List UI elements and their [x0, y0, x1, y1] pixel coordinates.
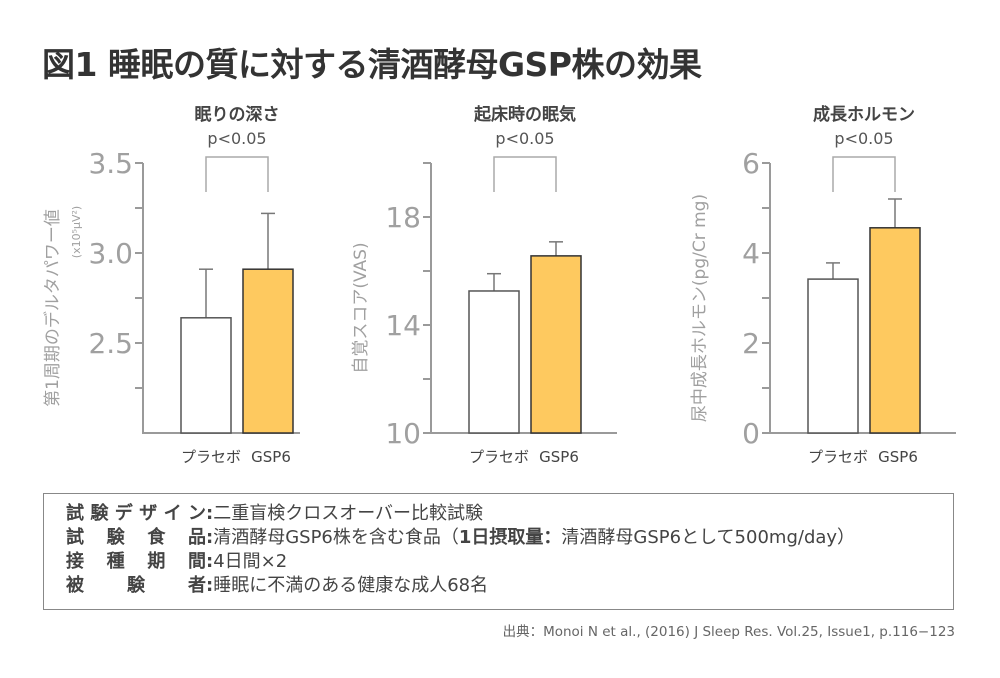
significance-bracket	[493, 156, 557, 192]
significance-bracket	[832, 156, 896, 192]
y-axis-label: 尿中成長ホルモン(pg/Cr mg)	[690, 194, 710, 422]
bar-placebo	[807, 278, 859, 434]
info-label: 接種期間	[66, 551, 206, 572]
chart-title: 成長ホルモン	[813, 104, 915, 125]
info-row-design: 試験デザイン:二重盲検クロスオーバー比較試験	[66, 502, 953, 526]
figure-title: 図1 睡眠の質に対する清酒酵母GSP株の効果	[42, 45, 702, 84]
bar-gsp6	[869, 227, 921, 434]
x-tick-label: GSP6	[539, 448, 579, 466]
significance-bracket	[205, 156, 269, 192]
info-colon: :	[206, 575, 214, 596]
info-label: 被験者	[66, 575, 206, 596]
y-tick-label: 3.5	[88, 147, 133, 180]
significance-label: p<0.05	[207, 129, 266, 148]
info-label: 試験デザイン	[66, 503, 206, 524]
significance-label: p<0.05	[495, 129, 554, 148]
y-tick-label: 6	[742, 147, 760, 180]
charts-area: 2.5 3.0 3.5 プラセボ GSP6 p<0.05 眠りの深さ第1周期のデルタパワー値…	[42, 104, 956, 466]
info-row-subjects: 被験者:睡眠に不満のある健康な成人68名	[66, 574, 953, 598]
x-tick-label: GSP6	[251, 448, 291, 466]
x-tick-label: プラセボ	[181, 448, 241, 466]
x-tick-label: プラセボ	[808, 448, 868, 466]
x-tick-label: プラセボ	[469, 448, 529, 466]
bar-placebo	[180, 317, 232, 434]
y-axis-label: 自覚スコア(VAS)	[351, 242, 371, 373]
info-colon: :	[206, 551, 214, 572]
chart-title: 起床時の眠気	[473, 104, 576, 125]
y-tick-label: 3.0	[88, 237, 133, 270]
bar-placebo	[468, 290, 520, 434]
info-value-bold: 1日摂取量：	[458, 527, 562, 548]
info-value: 4日間×2	[213, 551, 288, 572]
bar-gsp6	[530, 255, 582, 434]
info-value: 清酒酵母GSP6株を含む食品（	[213, 527, 459, 548]
y-tick-label: 18	[385, 201, 421, 234]
y-tick-label: 14	[385, 309, 421, 342]
x-tick-label: GSP6	[878, 448, 918, 466]
info-row-period: 接種期間:4日間×2	[66, 550, 953, 574]
y-axis-label: 第1周期のデルタパワー値	[42, 209, 63, 407]
info-value: 睡眠に不満のある健康な成人68名	[213, 575, 489, 596]
info-value-after: 清酒酵母GSP6として500mg/day）	[561, 527, 856, 548]
significance-label: p<0.05	[834, 129, 893, 148]
study-info-box: 試験デザイン:二重盲検クロスオーバー比較試験 試験食品:清酒酵母GSP6株を含む…	[43, 493, 954, 610]
y-tick-label: 2.5	[88, 327, 133, 360]
info-colon: :	[206, 527, 214, 548]
y-tick-label: 0	[742, 417, 760, 450]
chart-title: 眠りの深さ	[195, 104, 280, 125]
info-value: 二重盲検クロスオーバー比較試験	[213, 503, 484, 524]
bar-gsp6	[242, 268, 294, 434]
y-tick-label: 10	[385, 417, 421, 450]
info-row-food: 試験食品:清酒酵母GSP6株を含む食品（1日摂取量：清酒酵母GSP6として500…	[66, 526, 953, 550]
y-axis-unit: (x10⁵μV²)	[70, 206, 83, 258]
info-label: 試験食品	[66, 527, 206, 548]
info-colon: :	[206, 503, 214, 524]
citation: 出典：Monoi N et al., (2016) J Sleep Res. V…	[502, 624, 955, 640]
y-tick-label: 4	[742, 237, 760, 270]
y-tick-label: 2	[742, 327, 760, 360]
